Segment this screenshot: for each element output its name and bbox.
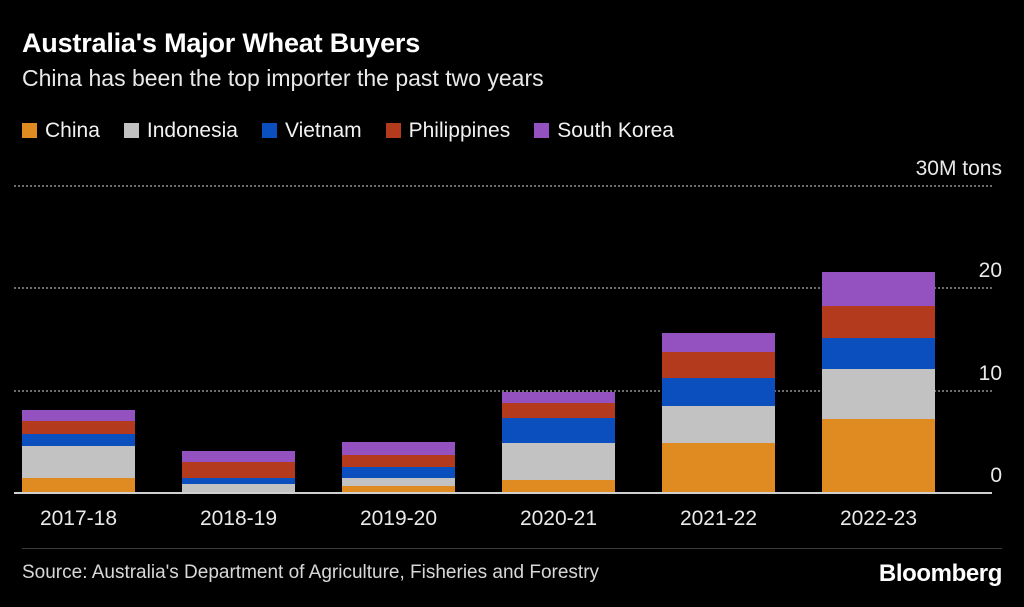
legend-swatch-icon [123, 122, 139, 138]
bar-segment-china[interactable] [22, 477, 135, 492]
bar-2017-18[interactable] [22, 410, 135, 492]
bar-segment-china[interactable] [822, 419, 935, 492]
bar-segment-vietnam[interactable] [342, 467, 455, 478]
bar-segment-vietnam[interactable] [822, 337, 935, 370]
bar-segment-indonesia[interactable] [822, 369, 935, 420]
x-axis-tick-label: 2021-22 [679, 507, 758, 530]
bar-segment-vietnam[interactable] [22, 433, 135, 446]
bar-segment-philippines[interactable] [502, 403, 615, 419]
y-axis-tick-label: 30M tons [915, 157, 1002, 181]
chart-subtitle: China has been the top importer the past… [22, 65, 544, 91]
legend-label: Philippines [408, 118, 511, 142]
legend-item-philippines[interactable]: Philippines [385, 117, 511, 143]
bloomberg-logo: Bloomberg [878, 560, 1002, 587]
bar-segment-south-korea[interactable] [502, 391, 615, 403]
legend-swatch-icon [534, 122, 550, 138]
bar-segment-vietnam[interactable] [662, 378, 775, 407]
legend-swatch-icon [22, 122, 37, 138]
legend-item-vietnam[interactable]: Vietnam [261, 117, 362, 143]
chart-legend: China Indonesia Vietnam Philippines Sout… [22, 117, 698, 143]
x-axis-tick-label: 2022-23 [839, 507, 918, 530]
footer-divider [22, 548, 1002, 549]
legend-swatch-icon [385, 122, 401, 138]
bar-segment-indonesia[interactable] [22, 445, 135, 478]
legend-label: South Korea [557, 118, 674, 142]
bar-segment-vietnam[interactable] [502, 418, 615, 443]
x-axis-labels: 2017-18 2018-19 2019-20 2020-21 2021-22 2022-… [0, 503, 1024, 537]
gridline [14, 185, 992, 188]
bar-segment-south-korea[interactable] [182, 451, 295, 463]
legend-item-china[interactable]: China [22, 117, 100, 143]
bar-segment-china[interactable] [502, 479, 615, 492]
legend-item-indonesia[interactable]: Indonesia [123, 117, 238, 143]
bar-segment-indonesia[interactable] [342, 477, 455, 486]
bar-2018-19[interactable] [182, 451, 295, 492]
bar-segment-philippines[interactable] [822, 305, 935, 338]
chart-title: Australia's Major Wheat Buyers [22, 28, 421, 58]
bar-2019-20[interactable] [342, 441, 455, 492]
bar-segment-south-korea[interactable] [22, 410, 135, 422]
bar-segment-china[interactable] [662, 442, 775, 492]
bar-segment-indonesia[interactable] [502, 442, 615, 480]
bar-segment-china[interactable] [342, 485, 455, 492]
bar-segment-south-korea[interactable] [662, 333, 775, 352]
y-axis-tick-label: 20 [978, 259, 1002, 283]
bar-segment-philippines[interactable] [22, 421, 135, 434]
source-note: Source: Australia's Department of Agricu… [22, 562, 600, 583]
gridline [14, 389, 992, 392]
gridline [14, 287, 992, 290]
bar-2022-23[interactable] [822, 272, 935, 492]
x-axis-tick-label: 2017-18 [39, 507, 118, 530]
bar-segment-philippines[interactable] [342, 455, 455, 468]
axis-baseline [14, 492, 992, 494]
bar-segment-philippines[interactable] [662, 351, 775, 379]
x-axis-tick-label: 2018-19 [199, 507, 278, 530]
bar-segment-south-korea[interactable] [822, 272, 935, 306]
bar-segment-indonesia[interactable] [182, 483, 295, 492]
y-axis-tick-label: 10 [978, 361, 1002, 385]
bar-segment-vietnam[interactable] [182, 477, 295, 484]
bar-2020-21[interactable] [502, 391, 615, 492]
legend-label: Vietnam [284, 118, 362, 142]
bar-2021-22[interactable] [662, 333, 775, 492]
legend-label: Indonesia [146, 118, 238, 142]
legend-swatch-icon [261, 122, 277, 138]
bar-segment-south-korea[interactable] [342, 441, 455, 456]
legend-item-south-korea[interactable]: South Korea [534, 117, 674, 143]
x-axis-tick-label: 2020-21 [519, 507, 598, 530]
bar-segment-philippines[interactable] [182, 462, 295, 478]
bar-segment-indonesia[interactable] [662, 406, 775, 443]
x-axis-tick-label: 2019-20 [359, 507, 438, 530]
plot-area: 30M tons 20 10 0 [0, 150, 1024, 500]
legend-label: China [45, 118, 100, 142]
y-axis-tick-label: 0 [990, 464, 1002, 487]
